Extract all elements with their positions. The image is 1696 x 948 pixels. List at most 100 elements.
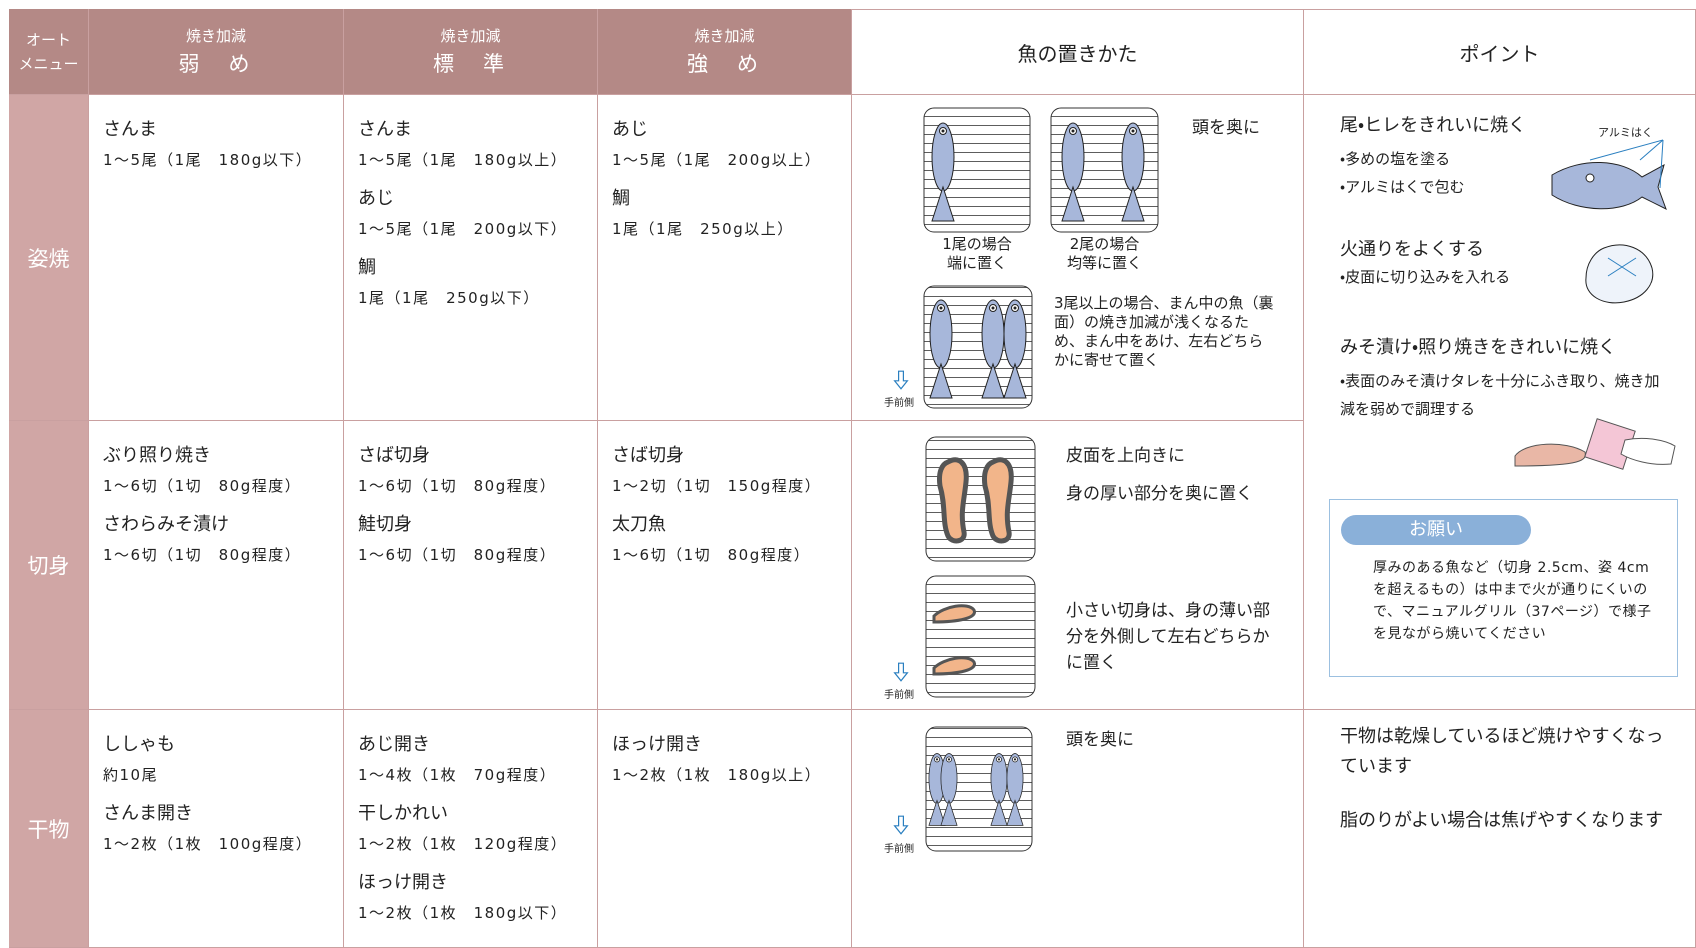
food-amount: 1～2枚（1枚 120g程度） [358, 835, 568, 853]
food-name: さんま [103, 119, 157, 140]
grill [923, 285, 1033, 409]
food-amount: 1～2枚（1枚 180g以上） [612, 766, 822, 784]
cell: ぶり照り焼き 1～6切（1切 80g程度） さわらみそ漬け 1～6切（1切 80g程度… [89, 421, 344, 710]
note: 2尾の場合 均等に置く [1051, 235, 1158, 273]
food-amount: 1～6切（1切 80g程度） [103, 477, 302, 495]
food-amount: 1～6切（1切 80g程度） [612, 546, 811, 564]
food-name: 太刀魚 [612, 514, 666, 535]
note: 皮面を上向きに [1066, 446, 1185, 466]
cell [852, 95, 1304, 421]
request-title: お願い [1341, 515, 1531, 545]
header-text: オート [25, 30, 71, 49]
grill [1050, 107, 1159, 233]
food-name: あじ [612, 119, 648, 140]
arrow [893, 370, 909, 390]
front-label: 手前側 [884, 844, 914, 855]
fillet-picture [1585, 244, 1654, 304]
point-title: 尾・ヒレをきれいに焼く [1340, 115, 1527, 136]
food-amount: 1～2枚（1枚 180g以下） [358, 904, 568, 922]
cell [852, 421, 1304, 710]
point-item: ・多めの塩を塗る [1340, 150, 1451, 168]
note: 1尾の場合 端に置く [924, 235, 1030, 273]
point-title: 火通りをよくする [1340, 239, 1484, 260]
header-cell: ポイント [1304, 9, 1696, 95]
grill [925, 575, 1036, 698]
food-amount: 1尾（1尾 250g以下） [358, 289, 540, 307]
point-list: ・多めの塩を塗る ・アルミはくで包む [1340, 145, 1465, 201]
header-text: メニュー [18, 54, 79, 73]
note-line: 2尾の場合 [1069, 235, 1140, 253]
food-name: さんま開き [103, 803, 193, 824]
note: 小さい切身は、身の薄い部分を外側して左右どちらかに置く [1066, 601, 1270, 673]
note-line: 均等に置く [1066, 254, 1142, 272]
food-amount: 1～5尾（1尾 180g以下） [103, 151, 313, 169]
header-level: 弱 め [178, 52, 254, 76]
request-text: 厚みのある魚など（切身 2.5cm、姿 4cmを超えるもの）は中まで火が通りにく… [1373, 560, 1652, 642]
food-amount: 1～4枚（1枚 70g程度） [358, 766, 557, 784]
label: アルミはく [1598, 126, 1653, 139]
note: 3尾以上の場合、まん中の魚（裏面）の焼き加減が浅くなるため、まん中をあけ、左右ど… [1054, 294, 1274, 369]
food-name: ほっけ開き [612, 734, 702, 755]
food-name: 鮭切身 [358, 514, 412, 535]
request-box: お願い 厚みのある魚など（切身 2.5cm、姿 4cmを超えるもの）は中まで火が… [1329, 499, 1678, 677]
point-item: ・皮面に切り込みを入れる [1340, 268, 1511, 286]
header-level: 標 準 [433, 52, 508, 76]
note: 頭を奥に [1192, 118, 1260, 138]
food-name: 鯛 [358, 257, 376, 278]
header-label: 焼き加減 [694, 27, 755, 45]
grill [925, 726, 1033, 852]
cell: あじ 1～5尾（1尾 200g以上） 鯛 1尾（1尾 250g以上） [598, 95, 852, 421]
wipe-picture [1514, 418, 1676, 470]
header-cell: 焼き加減標 準 [344, 9, 598, 95]
arrow [893, 815, 909, 835]
point-title: みそ漬け・照り焼きをきれいに焼く [1340, 337, 1617, 358]
menu-cell: 姿焼 [9, 95, 89, 421]
fish-picture [1551, 139, 1667, 211]
food-name: 干しかれい [358, 803, 448, 824]
point-item: ・アルミはくで包む [1340, 178, 1465, 196]
cell: さば切身 1～6切（1切 80g程度） 鮭切身 1～6切（1切 80g程度） [344, 421, 598, 710]
note-line: 1尾の場合 [942, 235, 1012, 253]
cell: さば切身 1～2切（1切 150g程度） 太刀魚 1～6切（1切 80g程度） [598, 421, 852, 710]
front-label: 手前側 [884, 690, 914, 701]
header-cell: 焼き加減強 め [598, 9, 852, 95]
front-label: 手前側 [884, 398, 914, 409]
header-cell: 焼き加減弱 め [89, 9, 344, 95]
food-amount: 1～2枚（1枚 100g程度） [103, 835, 313, 853]
food-amount: 1～5尾（1尾 200g以上） [612, 151, 822, 169]
menu-cell: 干物 [9, 710, 89, 948]
food-amount: 1～6切（1切 80g程度） [358, 477, 557, 495]
food-name: さんま [358, 119, 412, 140]
food-amount: 1～5尾（1尾 180g以上） [358, 151, 568, 169]
food-amount: 約10尾 [103, 766, 159, 784]
food-name: さば切身 [358, 445, 430, 466]
food-name: あじ [358, 188, 394, 209]
note: 身の厚い部分を奥に置く [1066, 484, 1253, 504]
note-line: 端に置く [946, 254, 1007, 272]
food-amount: 1～6切（1切 80g程度） [358, 546, 557, 564]
menu-cell: 切身 [9, 421, 89, 710]
header-level: 強 め [687, 52, 762, 76]
header-label: 焼き加減 [440, 27, 501, 45]
grill [925, 436, 1036, 562]
header-cell: オート メニュー [9, 9, 89, 95]
food-name: 鯛 [612, 188, 630, 209]
arrow [893, 662, 909, 682]
food-name: ししゃも [103, 734, 175, 755]
food-amount: 1～2切（1切 150g程度） [612, 477, 822, 495]
food-name: さば切身 [612, 445, 684, 466]
food-name: ほっけ開き [358, 872, 448, 893]
cell: ほっけ開き 1～2枚（1枚 180g以上） [598, 710, 852, 948]
food-name: あじ開き [358, 734, 430, 755]
header-label: 焼き加減 [185, 27, 246, 45]
grill [923, 107, 1031, 233]
cell: さんま 1～5尾（1尾 180g以上） あじ 1～5尾（1尾 200g以下） 鯛 1尾（1… [344, 95, 598, 421]
food-amount: 1～5尾（1尾 200g以下） [358, 220, 568, 238]
point-text: 干物は乾燥しているほど焼けやすくなっています [1340, 726, 1664, 777]
point-text: 脂のりがよい場合は焦げやすくなります [1340, 810, 1664, 831]
header-cell: 魚の置きかた [852, 9, 1304, 95]
food-name: さわらみそ漬け [103, 514, 229, 535]
food-amount: 1～6切（1切 80g程度） [103, 546, 302, 564]
